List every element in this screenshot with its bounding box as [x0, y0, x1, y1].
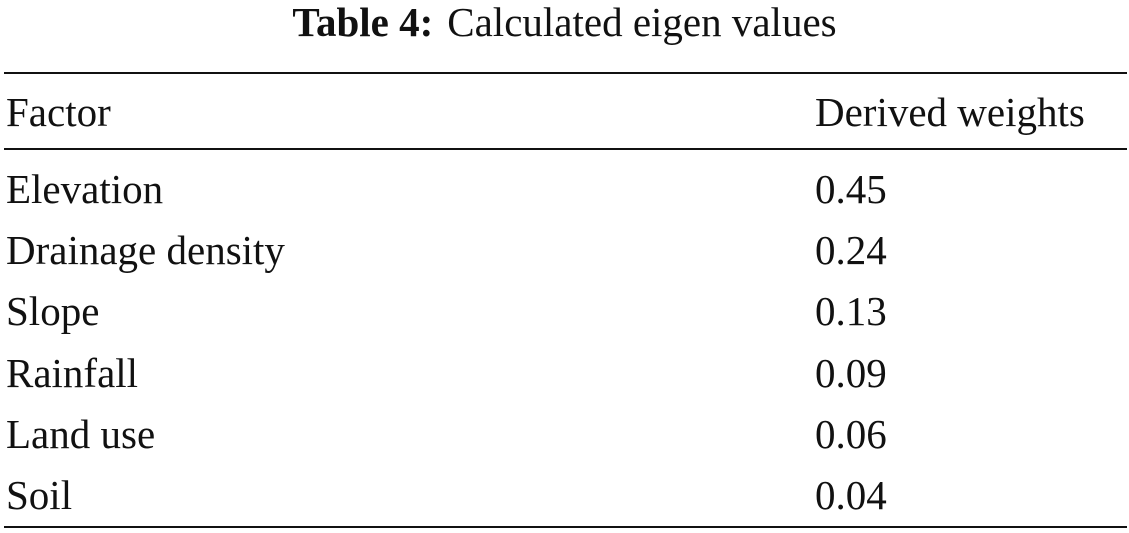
table-cell: 0.06 — [815, 410, 887, 457]
table-cell: Soil — [6, 472, 73, 518]
caption-text: Calculated eigen values — [447, 0, 837, 45]
table-cell: Elevation — [6, 166, 164, 212]
table-cell: 0.24 — [815, 227, 887, 274]
top-rule — [4, 72, 1127, 74]
table-cell: 0.45 — [815, 166, 887, 212]
table-cell: Land use — [6, 410, 156, 457]
header-cell: Derived weights — [815, 89, 1085, 135]
table-cell: 0.04 — [815, 472, 887, 518]
mid-rule — [4, 148, 1127, 150]
table-cell: Drainage density — [6, 227, 285, 274]
bottom-rule — [4, 526, 1127, 528]
table-cell: 0.09 — [815, 349, 887, 396]
table-cell: Rainfall — [6, 349, 139, 396]
header-cell: Factor — [6, 89, 111, 135]
table-cell: 0.13 — [815, 288, 887, 335]
caption: Table 4: Calculated eigen values — [0, 2, 1129, 43]
table-cell: Slope — [6, 288, 100, 335]
caption-label: Table 4: — [292, 0, 434, 45]
